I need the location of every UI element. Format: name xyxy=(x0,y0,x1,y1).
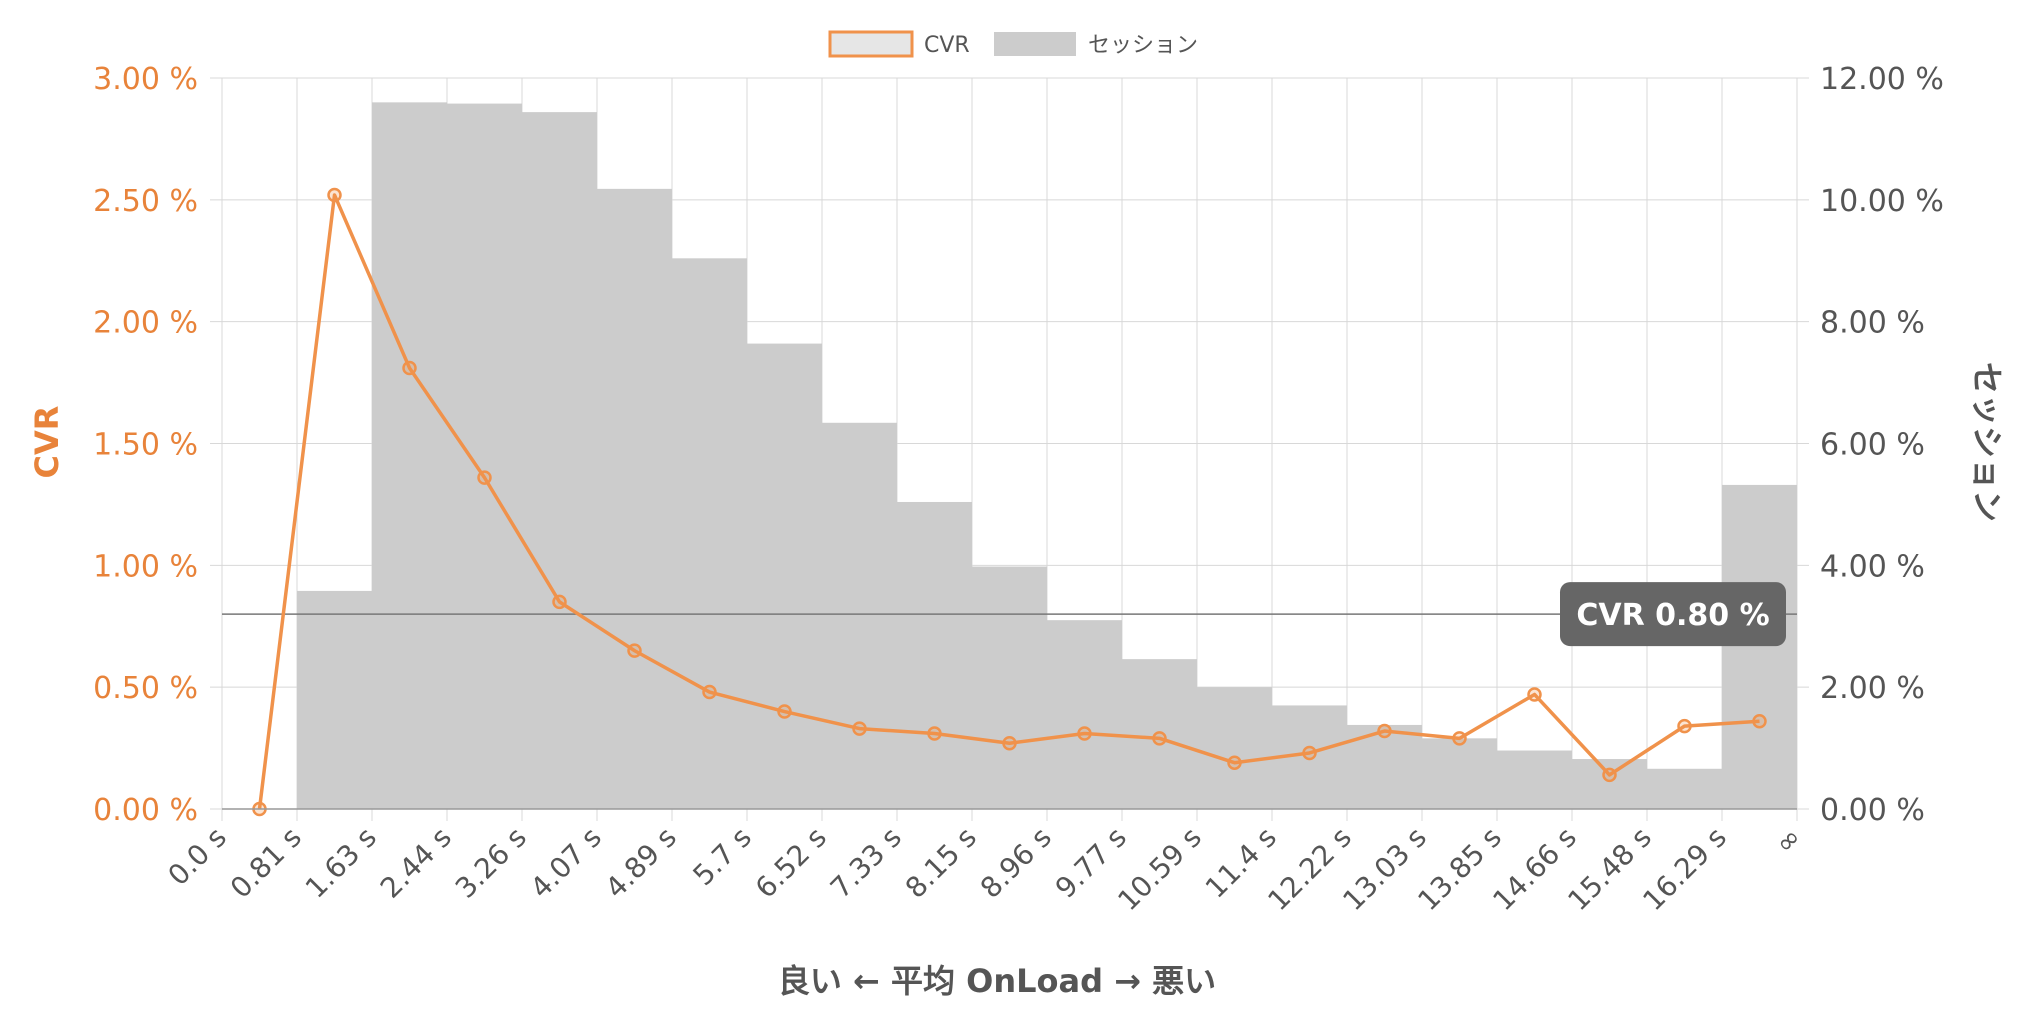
legend-session-swatch[interactable] xyxy=(994,32,1076,56)
left-tick-label: 0.50 % xyxy=(93,671,198,706)
cvr-point[interactable] xyxy=(1377,723,1392,739)
x-tick-label: 8.15 s xyxy=(899,821,983,905)
cvr-point[interactable] xyxy=(552,594,567,610)
cvr-point[interactable] xyxy=(627,643,642,658)
x-axis-title: 良い ← 平均 OnLoad → 悪い xyxy=(778,962,1216,1000)
right-axis-title: セッション xyxy=(1968,362,2006,522)
x-tick-label: 4.07 s xyxy=(524,821,608,905)
session-bar[interactable] xyxy=(447,103,522,809)
session-bar[interactable] xyxy=(297,590,372,809)
cvr-point[interactable] xyxy=(702,684,717,700)
x-tick-label: 4.89 s xyxy=(599,821,683,905)
reference-line-group: CVR 0.80 % xyxy=(222,582,1797,647)
x-tick-label: 16.29 s xyxy=(1636,821,1733,918)
session-bar[interactable] xyxy=(1122,659,1197,809)
session-bar[interactable] xyxy=(822,422,897,809)
right-tick-label: 12.00 % xyxy=(1820,62,1944,97)
right-tick-label: 0.00 % xyxy=(1820,793,1925,828)
x-tick-label: 0.0 s xyxy=(162,821,233,892)
cvr-point[interactable] xyxy=(1677,718,1692,734)
x-tick-label: 7.33 s xyxy=(824,821,908,905)
right-tick-label: 6.00 % xyxy=(1820,428,1925,463)
x-tick-label: 1.63 s xyxy=(299,821,383,905)
session-bar[interactable] xyxy=(747,343,822,809)
session-bar[interactable] xyxy=(597,188,672,809)
reference-line-label-bg xyxy=(1560,582,1786,647)
cvr-point[interactable] xyxy=(1227,755,1242,770)
session-bar[interactable] xyxy=(897,501,972,809)
session-bar[interactable] xyxy=(1422,738,1497,809)
x-tick-label: 6.52 s xyxy=(749,821,833,905)
cvr-point[interactable] xyxy=(1302,745,1317,761)
right-tick-label: 10.00 % xyxy=(1820,184,1944,219)
cvr-point[interactable] xyxy=(477,470,492,485)
cvr-point[interactable] xyxy=(1002,735,1017,751)
cvr-point[interactable] xyxy=(1752,714,1767,729)
left-tick-label: 0.00 % xyxy=(93,793,198,828)
legend[interactable]: CVR セッション xyxy=(828,30,1198,58)
cvr-point[interactable] xyxy=(852,721,867,736)
left-tick-label: 2.50 % xyxy=(93,184,198,219)
x-tick-label: ∞ xyxy=(1768,821,1808,861)
x-tick-label: 0.81 s xyxy=(224,821,308,905)
x-tick-label: 8.96 s xyxy=(974,821,1058,905)
session-bar[interactable] xyxy=(522,112,597,809)
right-tick-label: 4.00 % xyxy=(1820,549,1925,584)
cvr-point[interactable] xyxy=(402,360,417,376)
x-tick-label: 5.7 s xyxy=(687,821,758,892)
session-bar[interactable] xyxy=(372,102,447,809)
x-tick-label: 13.85 s xyxy=(1411,821,1508,918)
x-tick-label: 3.26 s xyxy=(449,821,533,905)
x-tick-label: 15.48 s xyxy=(1561,821,1658,918)
cvr-point[interactable] xyxy=(1452,731,1467,746)
cvr-point[interactable] xyxy=(1152,731,1167,746)
session-bar[interactable] xyxy=(672,258,747,809)
reference-line-label: CVR 0.80 % xyxy=(1576,598,1769,633)
x-tick-label: 14.66 s xyxy=(1486,821,1583,918)
legend-cvr-swatch[interactable] xyxy=(828,30,914,58)
left-tick-label: 1.50 % xyxy=(93,428,198,463)
right-tick-label: 8.00 % xyxy=(1820,306,1925,341)
legend-session-label[interactable]: セッション xyxy=(1088,33,1198,58)
x-tick-label: 10.59 s xyxy=(1111,821,1208,918)
cvr-point[interactable] xyxy=(927,726,942,741)
session-bar[interactable] xyxy=(1047,620,1122,809)
x-tick-label: 13.03 s xyxy=(1336,821,1433,918)
session-bar[interactable] xyxy=(1497,750,1572,809)
session-bar[interactable] xyxy=(972,566,1047,809)
left-tick-label: 1.00 % xyxy=(93,549,198,584)
cvr-point[interactable] xyxy=(1077,726,1092,741)
legend-cvr-label[interactable]: CVR xyxy=(924,33,970,58)
session-bar[interactable] xyxy=(1572,759,1647,809)
left-axis-title: CVR xyxy=(28,406,66,479)
right-tick-label: 2.00 % xyxy=(1820,671,1925,706)
cvr-point[interactable] xyxy=(1527,687,1542,702)
session-bar[interactable] xyxy=(1647,768,1722,809)
session-bars xyxy=(297,102,1797,809)
x-tick-label: 2.44 s xyxy=(374,821,458,905)
cvr-point[interactable] xyxy=(1602,767,1617,783)
cvr-point[interactable] xyxy=(777,704,792,719)
session-bar[interactable] xyxy=(1722,484,1797,809)
cvr-line xyxy=(257,193,1760,810)
cvr-point[interactable] xyxy=(327,187,342,203)
session-bar[interactable] xyxy=(1197,687,1272,809)
cvr-line-group xyxy=(252,187,1767,817)
left-tick-label: 2.00 % xyxy=(93,306,198,341)
left-tick-label: 3.00 % xyxy=(93,62,198,97)
x-tick-label: 12.22 s xyxy=(1261,821,1358,918)
